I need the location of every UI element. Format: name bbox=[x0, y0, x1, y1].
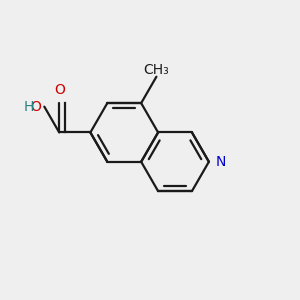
Text: CH₃: CH₃ bbox=[143, 63, 169, 77]
Text: N: N bbox=[215, 155, 226, 169]
Text: H: H bbox=[23, 100, 34, 114]
Text: O: O bbox=[54, 83, 65, 98]
Text: O: O bbox=[30, 100, 41, 114]
